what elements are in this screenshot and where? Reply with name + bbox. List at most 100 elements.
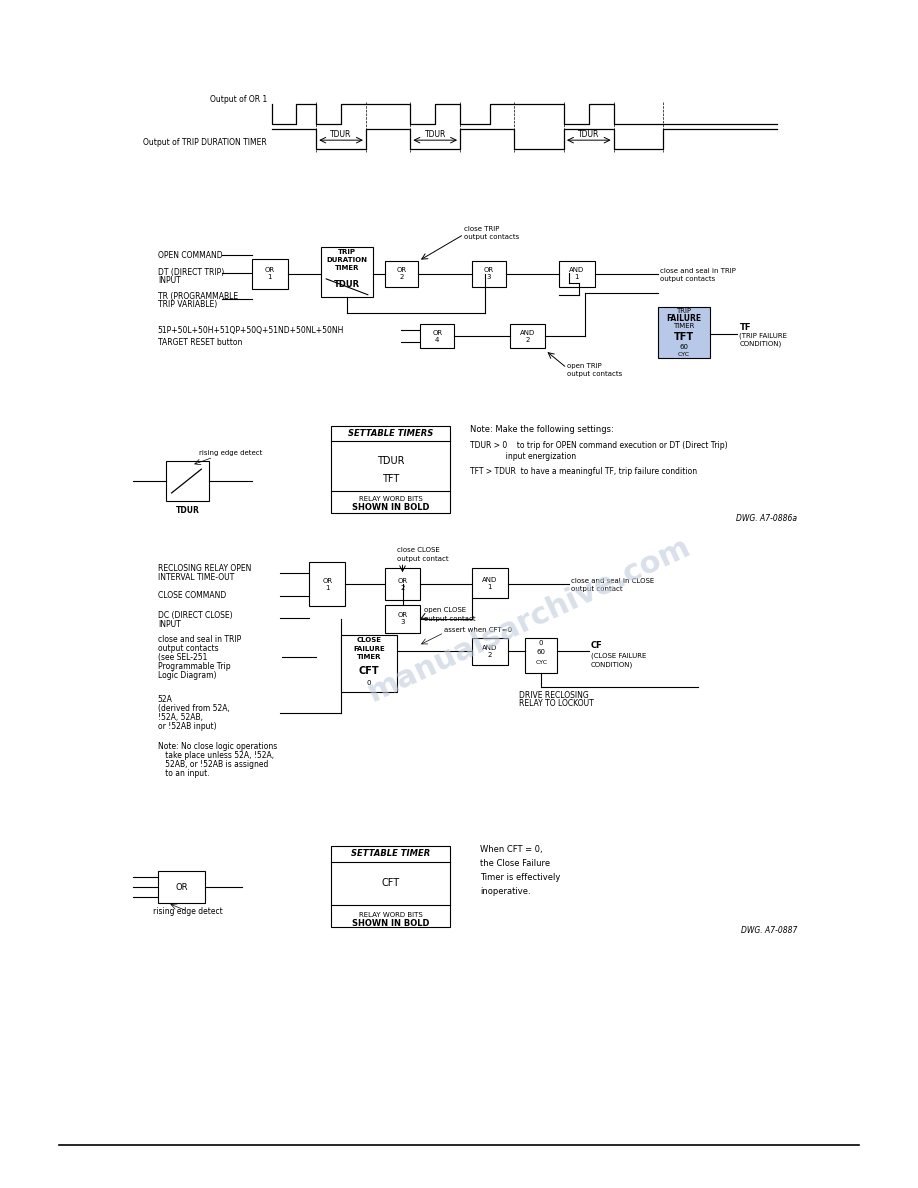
Text: AND
2: AND 2 — [482, 645, 498, 658]
Text: OR
3: OR 3 — [397, 612, 408, 625]
Bar — [559, 261, 595, 286]
Text: RELAY WORD BITS: RELAY WORD BITS — [359, 912, 422, 918]
Text: CFT: CFT — [382, 878, 399, 889]
Bar — [252, 259, 287, 289]
Text: 60: 60 — [679, 345, 688, 350]
Bar — [658, 307, 710, 358]
Text: CLOSE COMMAND: CLOSE COMMAND — [158, 592, 226, 600]
Text: TDUR > 0    to trip for OPEN command execution or DT (Direct Trip): TDUR > 0 to trip for OPEN command execut… — [470, 441, 728, 450]
Bar — [158, 872, 206, 903]
Text: CONDITION): CONDITION) — [591, 661, 633, 668]
Bar — [321, 247, 373, 297]
Text: to an input.: to an input. — [158, 769, 209, 778]
Text: OR
1: OR 1 — [322, 577, 332, 590]
Text: close CLOSE: close CLOSE — [397, 548, 440, 554]
Text: 0: 0 — [539, 639, 543, 645]
Text: (derived from 52A,: (derived from 52A, — [158, 704, 230, 714]
Text: TDUR: TDUR — [334, 280, 360, 290]
Text: !52A, 52AB,: !52A, 52AB, — [158, 713, 203, 722]
Text: OR
2: OR 2 — [397, 267, 407, 280]
Text: open TRIP: open TRIP — [567, 364, 602, 369]
Text: output contact: output contact — [397, 556, 448, 562]
Text: TFT > TDUR  to have a meaningful TF, trip failure condition: TFT > TDUR to have a meaningful TF, trip… — [470, 467, 697, 475]
Text: TARGET RESET button: TARGET RESET button — [158, 337, 242, 347]
Bar — [385, 261, 419, 286]
Bar — [509, 324, 545, 348]
Text: open CLOSE: open CLOSE — [424, 607, 466, 613]
Text: output contact: output contact — [424, 615, 476, 621]
Text: TIMER: TIMER — [673, 323, 695, 329]
Text: assert when CFT=0: assert when CFT=0 — [444, 627, 512, 633]
Text: the Close Failure: the Close Failure — [480, 859, 550, 868]
Text: TIMER: TIMER — [356, 655, 381, 661]
Text: Logic Diagram): Logic Diagram) — [158, 671, 217, 680]
Text: TF: TF — [739, 323, 751, 331]
Text: When CFT = 0,: When CFT = 0, — [480, 845, 543, 854]
Text: TRIP VARIABLE): TRIP VARIABLE) — [158, 301, 217, 309]
Text: Note: No close logic operations: Note: No close logic operations — [158, 742, 277, 751]
Text: Output of TRIP DURATION TIMER: Output of TRIP DURATION TIMER — [143, 138, 267, 146]
Text: TR (PROGRAMMABLE: TR (PROGRAMMABLE — [158, 292, 238, 302]
Text: TRIP: TRIP — [677, 308, 691, 314]
Bar — [341, 634, 397, 693]
Text: INPUT: INPUT — [158, 277, 181, 285]
Text: TFT: TFT — [674, 333, 694, 342]
Bar — [472, 568, 508, 598]
Text: 52AB, or !52AB is assigned: 52AB, or !52AB is assigned — [158, 760, 268, 769]
Text: DT (DIRECT TRIP): DT (DIRECT TRIP) — [158, 268, 224, 278]
Text: 52A: 52A — [158, 695, 173, 703]
Text: AND
1: AND 1 — [569, 267, 585, 280]
Text: TDUR: TDUR — [424, 129, 446, 139]
Text: take place unless 52A, !52A,: take place unless 52A, !52A, — [158, 751, 274, 760]
Text: Timer is effectively: Timer is effectively — [480, 873, 560, 881]
Bar — [385, 605, 420, 633]
Text: output contacts: output contacts — [660, 276, 715, 282]
Text: RECLOSING RELAY OPEN: RECLOSING RELAY OPEN — [158, 564, 252, 573]
Text: INTERVAL TIME-OUT: INTERVAL TIME-OUT — [158, 573, 234, 582]
Text: close and seal in TRIP: close and seal in TRIP — [158, 636, 241, 644]
Text: (CLOSE FAILURE: (CLOSE FAILURE — [591, 652, 646, 658]
Text: Note: Make the following settings:: Note: Make the following settings: — [470, 425, 613, 434]
Text: 60: 60 — [537, 650, 545, 656]
Text: AND
1: AND 1 — [482, 576, 498, 589]
Text: DWG. A7-0886a: DWG. A7-0886a — [736, 514, 797, 523]
Text: DRIVE RECLOSING: DRIVE RECLOSING — [520, 690, 589, 700]
Text: OR
4: OR 4 — [432, 330, 442, 343]
Text: TDUR: TDUR — [377, 456, 404, 466]
Text: SETTABLE TIMERS: SETTABLE TIMERS — [348, 429, 433, 438]
Text: TIMER: TIMER — [335, 265, 359, 271]
Text: close and seal in CLOSE: close and seal in CLOSE — [571, 579, 655, 584]
Text: Output of OR 1: Output of OR 1 — [209, 95, 267, 105]
Text: DWG. A7-0887: DWG. A7-0887 — [741, 927, 797, 935]
Bar — [385, 568, 420, 600]
Text: CLOSE: CLOSE — [356, 637, 381, 643]
Text: RELAY TO LOCKOUT: RELAY TO LOCKOUT — [520, 700, 594, 708]
Text: CYC: CYC — [677, 352, 690, 356]
Text: (TRIP FAILURE: (TRIP FAILURE — [739, 333, 788, 339]
Text: manualsarchive.com: manualsarchive.com — [364, 532, 696, 708]
Text: CONDITION): CONDITION) — [739, 340, 782, 347]
Text: rising edge detect: rising edge detect — [152, 906, 222, 916]
Bar — [472, 261, 506, 286]
Text: OR: OR — [175, 883, 188, 892]
Bar — [331, 425, 450, 513]
Text: OR
2: OR 2 — [397, 577, 408, 590]
Bar — [420, 324, 454, 348]
Text: CYC: CYC — [535, 659, 547, 665]
Text: SHOWN IN BOLD: SHOWN IN BOLD — [352, 504, 430, 512]
Text: AND
2: AND 2 — [520, 330, 535, 343]
Text: FAILURE: FAILURE — [666, 314, 701, 323]
Text: Programmable Trip: Programmable Trip — [158, 662, 230, 671]
Text: output contact: output contact — [571, 586, 622, 592]
Text: output contacts: output contacts — [464, 234, 520, 240]
Text: OPEN COMMAND: OPEN COMMAND — [158, 251, 222, 260]
Text: TDUR: TDUR — [578, 129, 599, 139]
Text: CFT: CFT — [359, 666, 379, 676]
Bar — [309, 562, 345, 606]
Bar — [472, 638, 508, 665]
Text: (see SEL-251: (see SEL-251 — [158, 653, 207, 662]
Bar — [331, 846, 450, 927]
Text: DC (DIRECT CLOSE): DC (DIRECT CLOSE) — [158, 612, 232, 620]
Text: OR
3: OR 3 — [484, 267, 494, 280]
Text: CF: CF — [591, 642, 602, 650]
